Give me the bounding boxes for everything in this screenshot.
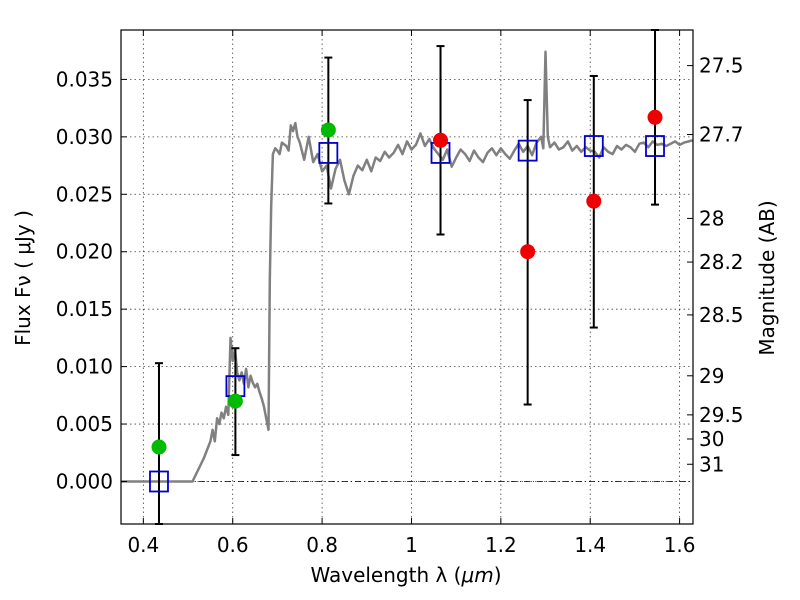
y-axis-title-left: Flux Fν ( μJy )	[11, 210, 35, 346]
x-axis-title: Wavelength λ (μm)	[310, 563, 501, 587]
model-spectrum-line	[121, 50, 694, 483]
magnitude-tick-label: 30	[699, 427, 724, 451]
magnitude-tick-label: 28.2	[699, 250, 744, 274]
y-tick-label: 0.030	[56, 125, 113, 149]
y-tick-label: 0.020	[56, 240, 113, 264]
x-tick-labels: 0.4 0.6 0.8 1 1.2 1.4 1.6	[127, 533, 695, 557]
y-axis-title-right: Magnitude (AB)	[755, 200, 779, 355]
error-bar-layer	[154, 29, 660, 525]
magnitude-tick-label: 28.5	[699, 303, 744, 327]
x-tick-label: 0.8	[306, 533, 338, 557]
red-data-point	[586, 193, 602, 209]
y-tick-label: 0.025	[56, 182, 113, 206]
y-tick-label: 0.015	[56, 297, 113, 321]
plot-frame	[120, 29, 694, 525]
x-tick-label: 1.4	[574, 533, 606, 557]
y-tick-label: 0.005	[56, 412, 113, 436]
x-tick-label: 1	[405, 533, 418, 557]
model-band-square-marker	[583, 135, 604, 157]
red-data-point	[433, 132, 449, 148]
y-tick-labels: 0.000 0.005 0.010 0.015 0.020 0.025 0.030 0.035	[56, 67, 113, 493]
magnitude-tick-label: 27.5	[699, 54, 744, 78]
model-band-square-marker	[318, 142, 339, 164]
red-data-point	[520, 244, 536, 260]
tick-marks	[121, 30, 693, 524]
model-band-square-marker	[517, 139, 538, 162]
x-tick-label: 1.2	[485, 533, 517, 557]
magnitude-tick-label: 31	[699, 452, 724, 476]
model-band-square-marker	[149, 470, 169, 493]
magnitude-tick-label: 29.5	[699, 403, 744, 427]
green-data-point	[151, 439, 167, 455]
green-data-point	[227, 393, 243, 409]
model-band-square-marker	[645, 135, 665, 157]
x-tick-label: 0.6	[217, 533, 249, 557]
magnitude-tick-label: 27.7	[699, 123, 744, 147]
marker-layer	[149, 109, 665, 493]
y-tick-label: 0.035	[56, 67, 113, 91]
x-tick-label: 0.4	[127, 533, 159, 557]
model-spectrum-layer	[121, 50, 694, 483]
x-tick-label: 1.6	[664, 533, 696, 557]
magnitude-tick-label: 28	[699, 206, 724, 230]
magnitude-tick-label: 29	[699, 364, 724, 388]
y-tick-label: 0.000	[56, 469, 113, 493]
y-tick-label: 0.010	[56, 355, 113, 379]
red-data-point	[647, 109, 663, 125]
green-data-point	[320, 122, 336, 138]
